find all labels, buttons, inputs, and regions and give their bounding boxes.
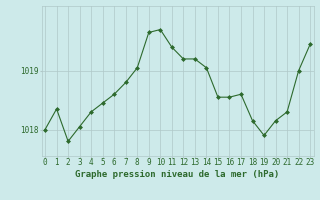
X-axis label: Graphe pression niveau de la mer (hPa): Graphe pression niveau de la mer (hPa) bbox=[76, 170, 280, 179]
